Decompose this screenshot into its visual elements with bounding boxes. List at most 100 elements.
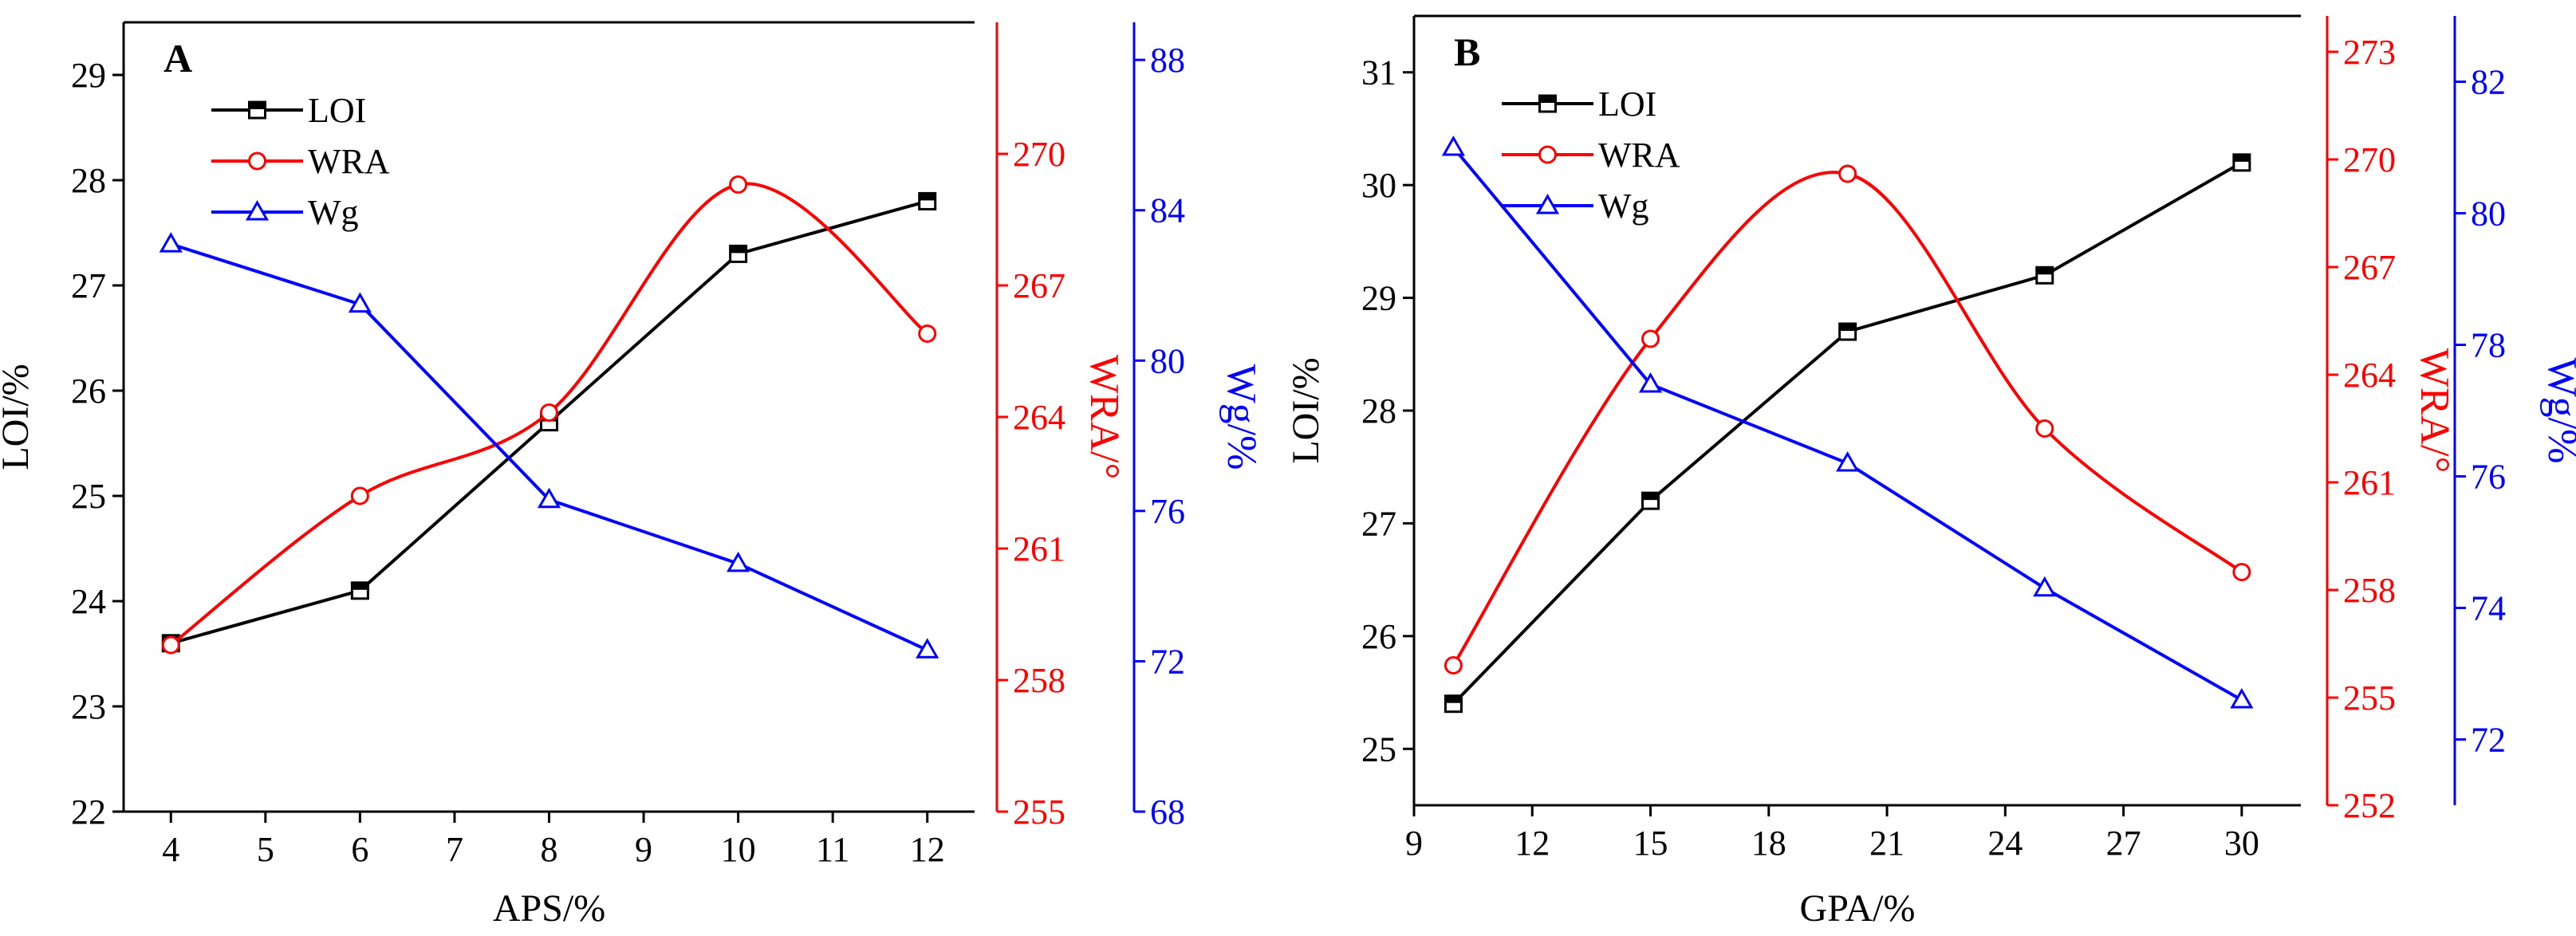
left-tick-label: 29	[1361, 279, 1396, 318]
wg-point-0	[1441, 135, 1466, 156]
left-tick-label: 25	[1361, 730, 1396, 769]
wg-point-3	[727, 551, 750, 572]
left-tick-label: 26	[1361, 617, 1396, 656]
left-tick-label: 30	[1361, 166, 1396, 205]
legend-wra-marker	[248, 151, 266, 171]
chart-panel-b: 9 12 15 18 21 24 27 30 GPA/% 25 26 27 28 29 30 31 LOI/% 2…	[1285, 14, 2576, 930]
loi-series-line	[1451, 161, 2243, 706]
wg-tick-label: 80	[1150, 341, 1185, 380]
x-tick-label: 6	[351, 830, 368, 869]
wg-point-2	[1836, 450, 1860, 472]
panel-label: B	[1454, 29, 1480, 74]
x-tick-label: 18	[1751, 824, 1786, 863]
x-tick-label: 7	[446, 830, 463, 869]
chart-panel-a: 4 5 6 7 8 9 10 11 12 APS/% 22 23 24 25 26 27 28 29 LOI/% 25…	[0, 21, 1264, 930]
wra-tick-label: 267	[1013, 266, 1065, 305]
loi-point-3-fill	[730, 246, 746, 254]
loi-point-4-fill	[919, 193, 935, 201]
wra-point-2	[1838, 164, 1857, 183]
wg-tick-label: 76	[1150, 492, 1185, 531]
wra-point-2	[540, 403, 558, 422]
wg-point-3	[2033, 576, 2057, 597]
x-axis-title: APS/%	[493, 887, 605, 930]
left-tick-label: 31	[1361, 53, 1396, 92]
wra-tick-label: 252	[2343, 786, 2396, 825]
wra-tick-label: 273	[2343, 33, 2396, 72]
left-tick-label: 26	[71, 372, 106, 411]
wra-tick-label: 264	[2343, 356, 2396, 395]
left-tick-label: 25	[71, 477, 106, 516]
wg-tick-label: 80	[2471, 195, 2506, 234]
x-tick-label: 15	[1633, 824, 1668, 863]
legend-loi-label: LOI	[308, 91, 366, 130]
wra-point-4	[918, 324, 937, 343]
wg-point-4	[2230, 687, 2254, 709]
legend-wg-label: Wg	[1598, 187, 1649, 226]
wra-tick-label: 267	[2343, 248, 2396, 287]
left-tick-label: 24	[71, 582, 106, 621]
left-tick-label: 28	[71, 161, 106, 200]
wg-tick-label: 76	[2471, 458, 2506, 497]
legend-loi-label: LOI	[1598, 85, 1656, 124]
wg-tick-label: 74	[2471, 589, 2506, 628]
legend-loi-marker-fill	[249, 102, 266, 109]
wra-point-1	[1641, 329, 1660, 348]
loi-point-2-fill	[1839, 324, 1856, 331]
legend-wg-label: Wg	[308, 193, 359, 232]
x-tick-label: 10	[721, 830, 756, 869]
loi-point-1-fill	[1642, 493, 1659, 501]
legend-wra-marker	[1538, 145, 1557, 164]
legend-wra-label: WRA	[308, 142, 390, 181]
x-tick-label: 27	[2106, 824, 2141, 863]
left-tick-label: 29	[71, 56, 106, 95]
wg-point-4	[916, 638, 939, 659]
loi-point-4-fill	[2233, 154, 2250, 162]
wra-tick-label: 270	[1013, 135, 1065, 174]
x-tick-label: 12	[1514, 824, 1550, 863]
left-tick-label: 23	[71, 687, 106, 726]
legend-loi-marker-fill	[1539, 96, 1556, 103]
wra-tick-label: 261	[2343, 463, 2396, 502]
left-tick-label: 27	[71, 266, 106, 305]
x-axis-title: GPA/%	[1800, 887, 1916, 930]
wra-point-0	[1444, 656, 1463, 674]
x-tick-label: 30	[2224, 824, 2259, 863]
wg-tick-label: 72	[1150, 642, 1185, 681]
left-tick-label: 28	[1361, 391, 1396, 431]
x-tick-label: 11	[816, 830, 849, 869]
x-tick-label: 9	[1405, 824, 1423, 863]
wra-tick-label: 270	[2343, 140, 2396, 179]
wra-tick-label: 264	[1013, 398, 1065, 437]
x-tick-label: 12	[910, 830, 945, 869]
wg-series-line	[170, 242, 928, 652]
loi-point-1-fill	[352, 582, 368, 590]
x-tick-label: 4	[162, 830, 179, 869]
wra-point-1	[350, 486, 369, 505]
wg-tick-label: 82	[2471, 63, 2506, 102]
loi-point-0-fill	[1445, 695, 1462, 703]
x-tick-label: 21	[1869, 824, 1904, 863]
wra-point-4	[2232, 563, 2251, 581]
wra-tick-label: 261	[1013, 529, 1065, 568]
wra-tick-label: 258	[1013, 661, 1065, 700]
wg-point-1	[1638, 372, 1663, 393]
wg-tick-label: 88	[1150, 41, 1185, 80]
legend-wra-label: WRA	[1598, 136, 1680, 175]
wg-axis-title: Wg/%	[2539, 358, 2576, 464]
wra-tick-label: 255	[2343, 678, 2396, 718]
wra-point-0	[161, 635, 180, 655]
wra-point-3	[729, 175, 748, 194]
wg-axis-title: Wg/%	[1219, 364, 1264, 470]
legend-wg-marker	[245, 199, 270, 221]
wg-tick-label: 72	[2471, 721, 2506, 760]
wra-tick-label: 258	[2343, 571, 2396, 610]
left-tick-label: 22	[71, 792, 106, 832]
wra-axis-title: WRA/°	[2412, 348, 2457, 474]
wg-tick-label: 78	[2471, 326, 2506, 365]
wg-point-0	[159, 232, 183, 253]
x-tick-label: 8	[541, 830, 558, 869]
legend-wg-marker	[1535, 193, 1560, 214]
x-tick-label: 24	[1987, 824, 2023, 863]
wg-point-2	[537, 487, 561, 509]
